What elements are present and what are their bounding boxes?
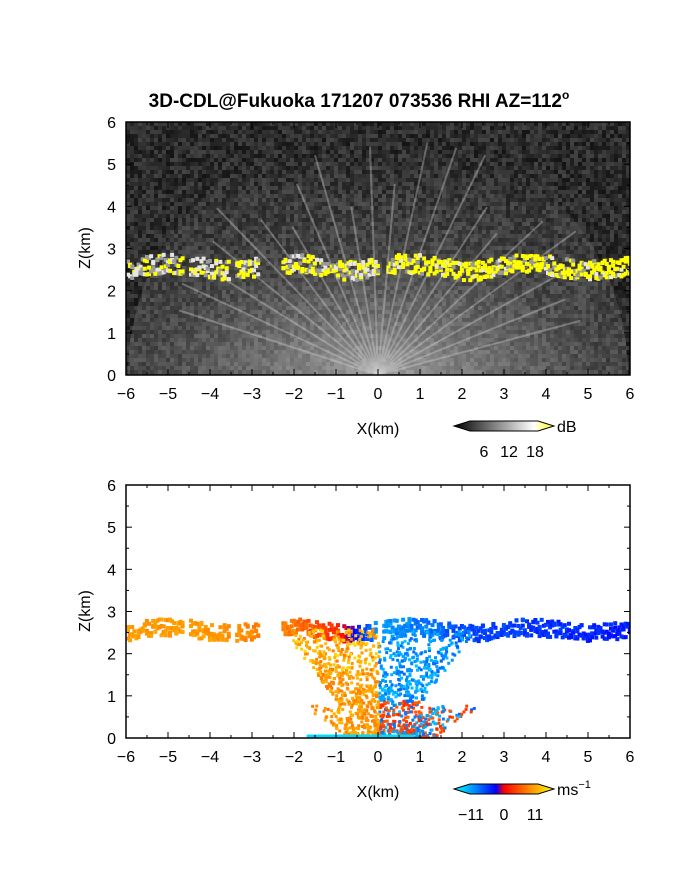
velocity-x-tick-label: 4 <box>542 749 551 766</box>
velocity-x-tick-label: −5 <box>159 749 177 766</box>
velocity-x-tick-label: 6 <box>626 749 635 766</box>
velocity-colorbar-tick: 11 <box>527 807 544 824</box>
velocity-x-tick-label: 5 <box>584 749 593 766</box>
velocity-y-tick-label: 4 <box>107 562 116 579</box>
reflectivity-x-tick-label: −1 <box>327 386 345 403</box>
reflectivity-x-tick-label: −2 <box>285 386 303 403</box>
reflectivity-colorbar-tick: 6 <box>480 444 489 461</box>
reflectivity-y-tick-label: 2 <box>107 284 116 301</box>
reflectivity-cloud-layer <box>126 252 630 283</box>
reflectivity-x-tick-label: −3 <box>243 386 261 403</box>
reflectivity-colorbar-tick: 18 <box>526 444 544 461</box>
reflectivity-y-tick-label: 4 <box>107 199 116 216</box>
reflectivity-x-tick-label: 6 <box>626 386 635 403</box>
reflectivity-colorbar-unit: dB <box>557 419 577 436</box>
velocity-y-tick-label: 6 <box>107 478 116 495</box>
velocity-colorbar-unit: ms−1 <box>557 779 591 799</box>
velocity-y-tick-label: 1 <box>107 689 116 706</box>
reflectivity-x-tick-label: 0 <box>374 386 383 403</box>
reflectivity-colorbar-tick: 12 <box>500 444 518 461</box>
velocity-x-tick-label: −2 <box>285 749 303 766</box>
velocity-x-tick-label: −3 <box>243 749 261 766</box>
reflectivity-field <box>126 122 630 375</box>
reflectivity-x-tick-label: −6 <box>117 386 135 403</box>
velocity-x-tick-label: −6 <box>117 749 135 766</box>
reflectivity-x-tick-label: 3 <box>500 386 509 403</box>
reflectivity-x-tick-label: 5 <box>584 386 593 403</box>
reflectivity-y-label: Z(km) <box>77 227 94 269</box>
velocity-colorbar-body <box>452 783 556 795</box>
reflectivity-x-label: X(km) <box>357 421 400 438</box>
reflectivity-y-tick-label: 3 <box>107 242 116 259</box>
reflectivity-x-tick-label: −5 <box>159 386 177 403</box>
velocity-field <box>126 617 630 738</box>
velocity-colorbar: ms−1 −11 0 11 <box>452 779 591 824</box>
figure-title: 3D-CDL@Fukuoka 171207 073536 RHI AZ=112o <box>149 88 570 112</box>
reflectivity-y-tick-label: 5 <box>107 157 116 174</box>
reflectivity-x-tick-label: 2 <box>458 386 467 403</box>
velocity-y-tick-label: 5 <box>107 520 116 537</box>
reflectivity-x-tick-label: 4 <box>542 386 551 403</box>
reflectivity-x-tick-label: 1 <box>416 386 425 403</box>
velocity-panel: −6 −5 −4 −3 −2 −1 0 1 2 3 4 5 6 0 1 2 3 4 5 6 X(km) Z(km) m… <box>77 478 635 824</box>
velocity-x-label: X(km) <box>357 784 400 801</box>
reflectivity-colorbar-body <box>452 420 556 432</box>
reflectivity-y-tick-label: 0 <box>107 368 116 385</box>
velocity-plot-background <box>126 485 630 738</box>
velocity-x-tick-label: 2 <box>458 749 467 766</box>
velocity-x-tick-label: 0 <box>374 749 383 766</box>
velocity-near-field-echoes <box>290 628 476 738</box>
velocity-x-tick-label: 3 <box>500 749 509 766</box>
reflectivity-near-field-glow <box>128 125 628 375</box>
velocity-x-tick-label: −1 <box>327 749 345 766</box>
reflectivity-axes: −6 −5 −4 −3 −2 −1 0 1 2 3 4 5 6 0 1 2 3 4 5 6 <box>107 115 634 403</box>
velocity-y-tick-label: 2 <box>107 647 116 664</box>
reflectivity-y-tick-label: 1 <box>107 326 116 343</box>
velocity-x-tick-label: 1 <box>416 749 425 766</box>
reflectivity-x-tick-label: −4 <box>201 386 219 403</box>
reflectivity-colorbar: dB 6 12 18 <box>452 419 577 461</box>
velocity-axes: −6 −5 −4 −3 −2 −1 0 1 2 3 4 5 6 0 1 2 3 4 5 6 <box>107 478 634 766</box>
velocity-colorbar-tick: 0 <box>500 807 509 824</box>
velocity-y-label: Z(km) <box>77 590 94 632</box>
velocity-colorbar-tick: −11 <box>458 807 484 824</box>
velocity-y-tick-label: 0 <box>107 731 116 748</box>
velocity-y-tick-label: 3 <box>107 605 116 622</box>
velocity-x-tick-label: −4 <box>201 749 219 766</box>
reflectivity-y-tick-label: 6 <box>107 115 116 132</box>
